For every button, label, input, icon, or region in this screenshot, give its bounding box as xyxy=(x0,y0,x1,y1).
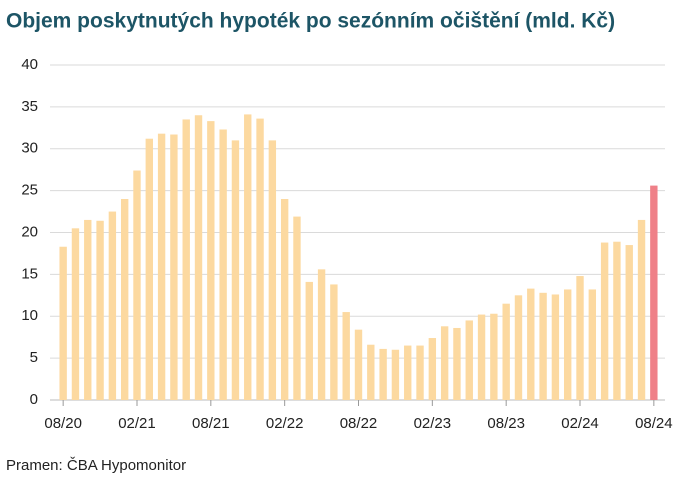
y-tick-label: 25 xyxy=(21,182,38,199)
bar xyxy=(108,211,117,400)
bar xyxy=(477,314,486,400)
bar xyxy=(256,118,264,400)
bar xyxy=(268,140,277,400)
y-tick-label: 20 xyxy=(21,223,38,240)
bar xyxy=(244,114,252,400)
bar xyxy=(527,288,535,400)
bar xyxy=(637,219,646,400)
bar xyxy=(59,246,67,400)
bar xyxy=(330,284,338,400)
bar xyxy=(613,241,621,400)
y-tick-label: 15 xyxy=(21,265,38,282)
bar xyxy=(379,348,387,400)
bar xyxy=(453,327,461,400)
x-tick-label: 02/22 xyxy=(266,415,304,432)
y-tick-label: 10 xyxy=(21,307,38,324)
bar xyxy=(551,294,560,400)
bar xyxy=(305,281,313,400)
bar xyxy=(120,199,129,400)
x-tick-label: 08/23 xyxy=(487,415,525,432)
y-tick-label: 30 xyxy=(21,140,38,157)
bar xyxy=(391,349,400,400)
bar xyxy=(231,140,240,400)
y-tick-label: 40 xyxy=(21,56,38,73)
bar xyxy=(514,295,523,400)
bar xyxy=(182,119,190,400)
bar xyxy=(317,269,326,400)
bar xyxy=(207,121,215,401)
bar xyxy=(133,170,141,400)
bar xyxy=(157,133,166,401)
x-tick-label: 02/24 xyxy=(561,415,599,432)
bar xyxy=(588,289,597,400)
bar xyxy=(539,292,547,400)
y-tick-label: 35 xyxy=(21,98,38,115)
bar xyxy=(502,303,510,400)
bar xyxy=(293,216,301,400)
bar xyxy=(170,134,178,400)
bar xyxy=(465,320,473,400)
bar xyxy=(404,345,412,400)
bar xyxy=(367,344,375,400)
x-tick-label: 08/22 xyxy=(340,415,378,432)
x-tick-label: 08/21 xyxy=(192,415,230,432)
bar xyxy=(416,345,424,400)
x-tick-label: 02/21 xyxy=(118,415,156,432)
bar xyxy=(428,338,437,400)
bar xyxy=(71,228,80,400)
y-tick-label: 0 xyxy=(30,391,38,408)
bar xyxy=(342,312,350,400)
bar xyxy=(354,329,363,400)
bar xyxy=(564,289,572,400)
x-tick-label: 08/24 xyxy=(635,415,673,432)
bar xyxy=(219,129,227,401)
bar xyxy=(650,185,658,400)
bar xyxy=(194,115,203,400)
bar xyxy=(96,220,104,400)
x-tick-label: 08/20 xyxy=(44,415,82,432)
bar xyxy=(280,199,289,400)
bar xyxy=(145,138,153,400)
bar xyxy=(440,326,449,400)
bar xyxy=(84,219,92,400)
bar xyxy=(490,313,498,400)
chart-title: Objem poskytnutých hypoték po sezónním o… xyxy=(6,10,615,33)
y-tick-label: 5 xyxy=(30,349,38,366)
bar xyxy=(576,276,584,400)
source: Pramen: ČBA Hypomonitor xyxy=(6,457,186,474)
bar xyxy=(625,245,633,400)
bar xyxy=(600,242,609,400)
x-tick-label: 02/23 xyxy=(414,415,452,432)
